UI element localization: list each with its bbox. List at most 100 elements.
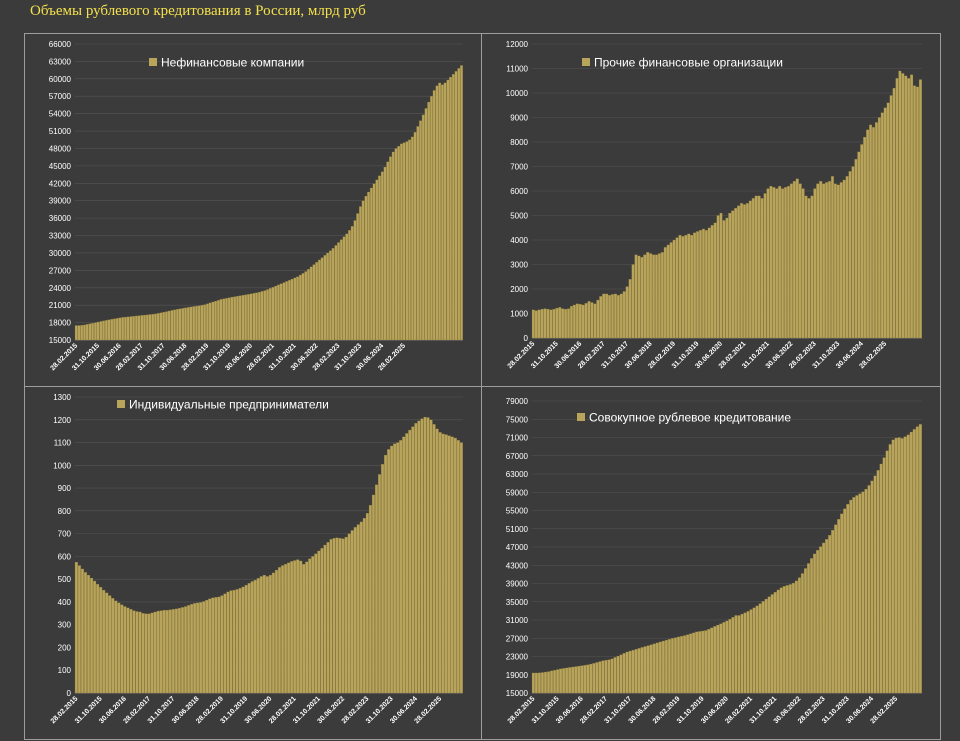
- y-tick-label: 75000: [506, 415, 529, 424]
- bar: [643, 254, 647, 339]
- bar: [719, 623, 723, 694]
- bar: [801, 188, 805, 339]
- bar: [906, 434, 910, 694]
- y-tick-label: 10000: [506, 89, 529, 98]
- bar: [695, 631, 699, 694]
- bar: [298, 274, 302, 341]
- bar: [356, 524, 360, 694]
- bar: [770, 594, 774, 694]
- bar: [813, 188, 817, 339]
- bar: [670, 638, 674, 694]
- bar: [287, 562, 291, 694]
- bar: [113, 318, 116, 341]
- bar: [214, 597, 218, 694]
- bar: [387, 449, 391, 694]
- bar: [869, 124, 873, 339]
- bar: [625, 286, 629, 339]
- bar: [450, 436, 454, 694]
- bar: [399, 440, 403, 694]
- bar: [616, 655, 620, 694]
- y-tick-label: 19000: [506, 671, 529, 680]
- bar: [115, 318, 119, 341]
- bar: [241, 586, 245, 694]
- bar: [250, 581, 254, 694]
- bar: [918, 424, 922, 694]
- bar: [825, 182, 829, 339]
- bar: [874, 122, 878, 339]
- bar: [745, 203, 749, 339]
- bar: [746, 611, 750, 694]
- y-tick-label: 15000: [49, 336, 72, 345]
- bar: [710, 627, 714, 694]
- y-tick-label: 27000: [506, 634, 529, 643]
- bar: [441, 84, 444, 341]
- bar: [170, 310, 174, 341]
- bar: [356, 213, 360, 341]
- bar: [885, 450, 889, 694]
- y-tick-label: 63000: [506, 470, 529, 479]
- bar: [393, 443, 397, 694]
- bar: [540, 308, 544, 339]
- bar: [199, 602, 203, 694]
- y-tick-label: 15000: [506, 689, 529, 698]
- y-tick-label: 66000: [49, 40, 72, 49]
- bar: [344, 536, 348, 694]
- bar: [137, 315, 141, 341]
- bar: [339, 239, 343, 341]
- bar: [749, 609, 753, 694]
- bar: [731, 210, 735, 339]
- bar: [816, 183, 820, 339]
- bar: [266, 289, 269, 341]
- bar: [108, 595, 112, 694]
- bar: [840, 513, 844, 694]
- bar: [879, 463, 883, 694]
- y-tick-label: 8000: [510, 138, 528, 147]
- bar: [383, 166, 387, 341]
- y-tick-label: 39000: [506, 580, 529, 589]
- bar: [828, 535, 832, 694]
- y-tick-label: 36000: [49, 214, 72, 223]
- bar: [417, 420, 421, 694]
- bar: [725, 620, 729, 694]
- bar: [394, 148, 398, 341]
- y-tick-label: 0: [524, 334, 529, 343]
- bar: [580, 665, 584, 694]
- bar: [571, 666, 575, 694]
- bar: [701, 228, 705, 339]
- bar: [271, 287, 275, 341]
- bar: [863, 136, 867, 339]
- bar: [121, 317, 125, 341]
- bar: [804, 195, 808, 339]
- bar: [728, 618, 732, 694]
- bar: [140, 315, 144, 341]
- bar: [432, 90, 436, 341]
- bar: [778, 185, 782, 339]
- bar: [247, 583, 251, 694]
- bar: [595, 662, 599, 694]
- y-tick-label: 51000: [49, 127, 72, 136]
- bar: [94, 322, 97, 341]
- bar: [598, 661, 602, 694]
- bar: [451, 74, 455, 341]
- bar: [833, 183, 837, 339]
- bar: [625, 651, 629, 694]
- bar: [628, 279, 632, 339]
- bar: [219, 299, 223, 341]
- y-tick-label: 67000: [506, 452, 529, 461]
- bar: [661, 640, 665, 694]
- bar: [734, 615, 738, 694]
- bar: [904, 75, 908, 339]
- bar: [550, 670, 554, 694]
- bar: [834, 524, 838, 694]
- bar: [776, 589, 780, 694]
- bar: [716, 215, 720, 339]
- bar: [848, 171, 852, 339]
- bar: [331, 248, 335, 341]
- bar: [822, 183, 826, 339]
- bar: [889, 95, 893, 339]
- y-tick-label: 42000: [49, 179, 72, 188]
- bar: [263, 290, 267, 341]
- y-tick-label: 55000: [506, 507, 529, 516]
- bar: [105, 592, 109, 694]
- bar: [880, 112, 884, 339]
